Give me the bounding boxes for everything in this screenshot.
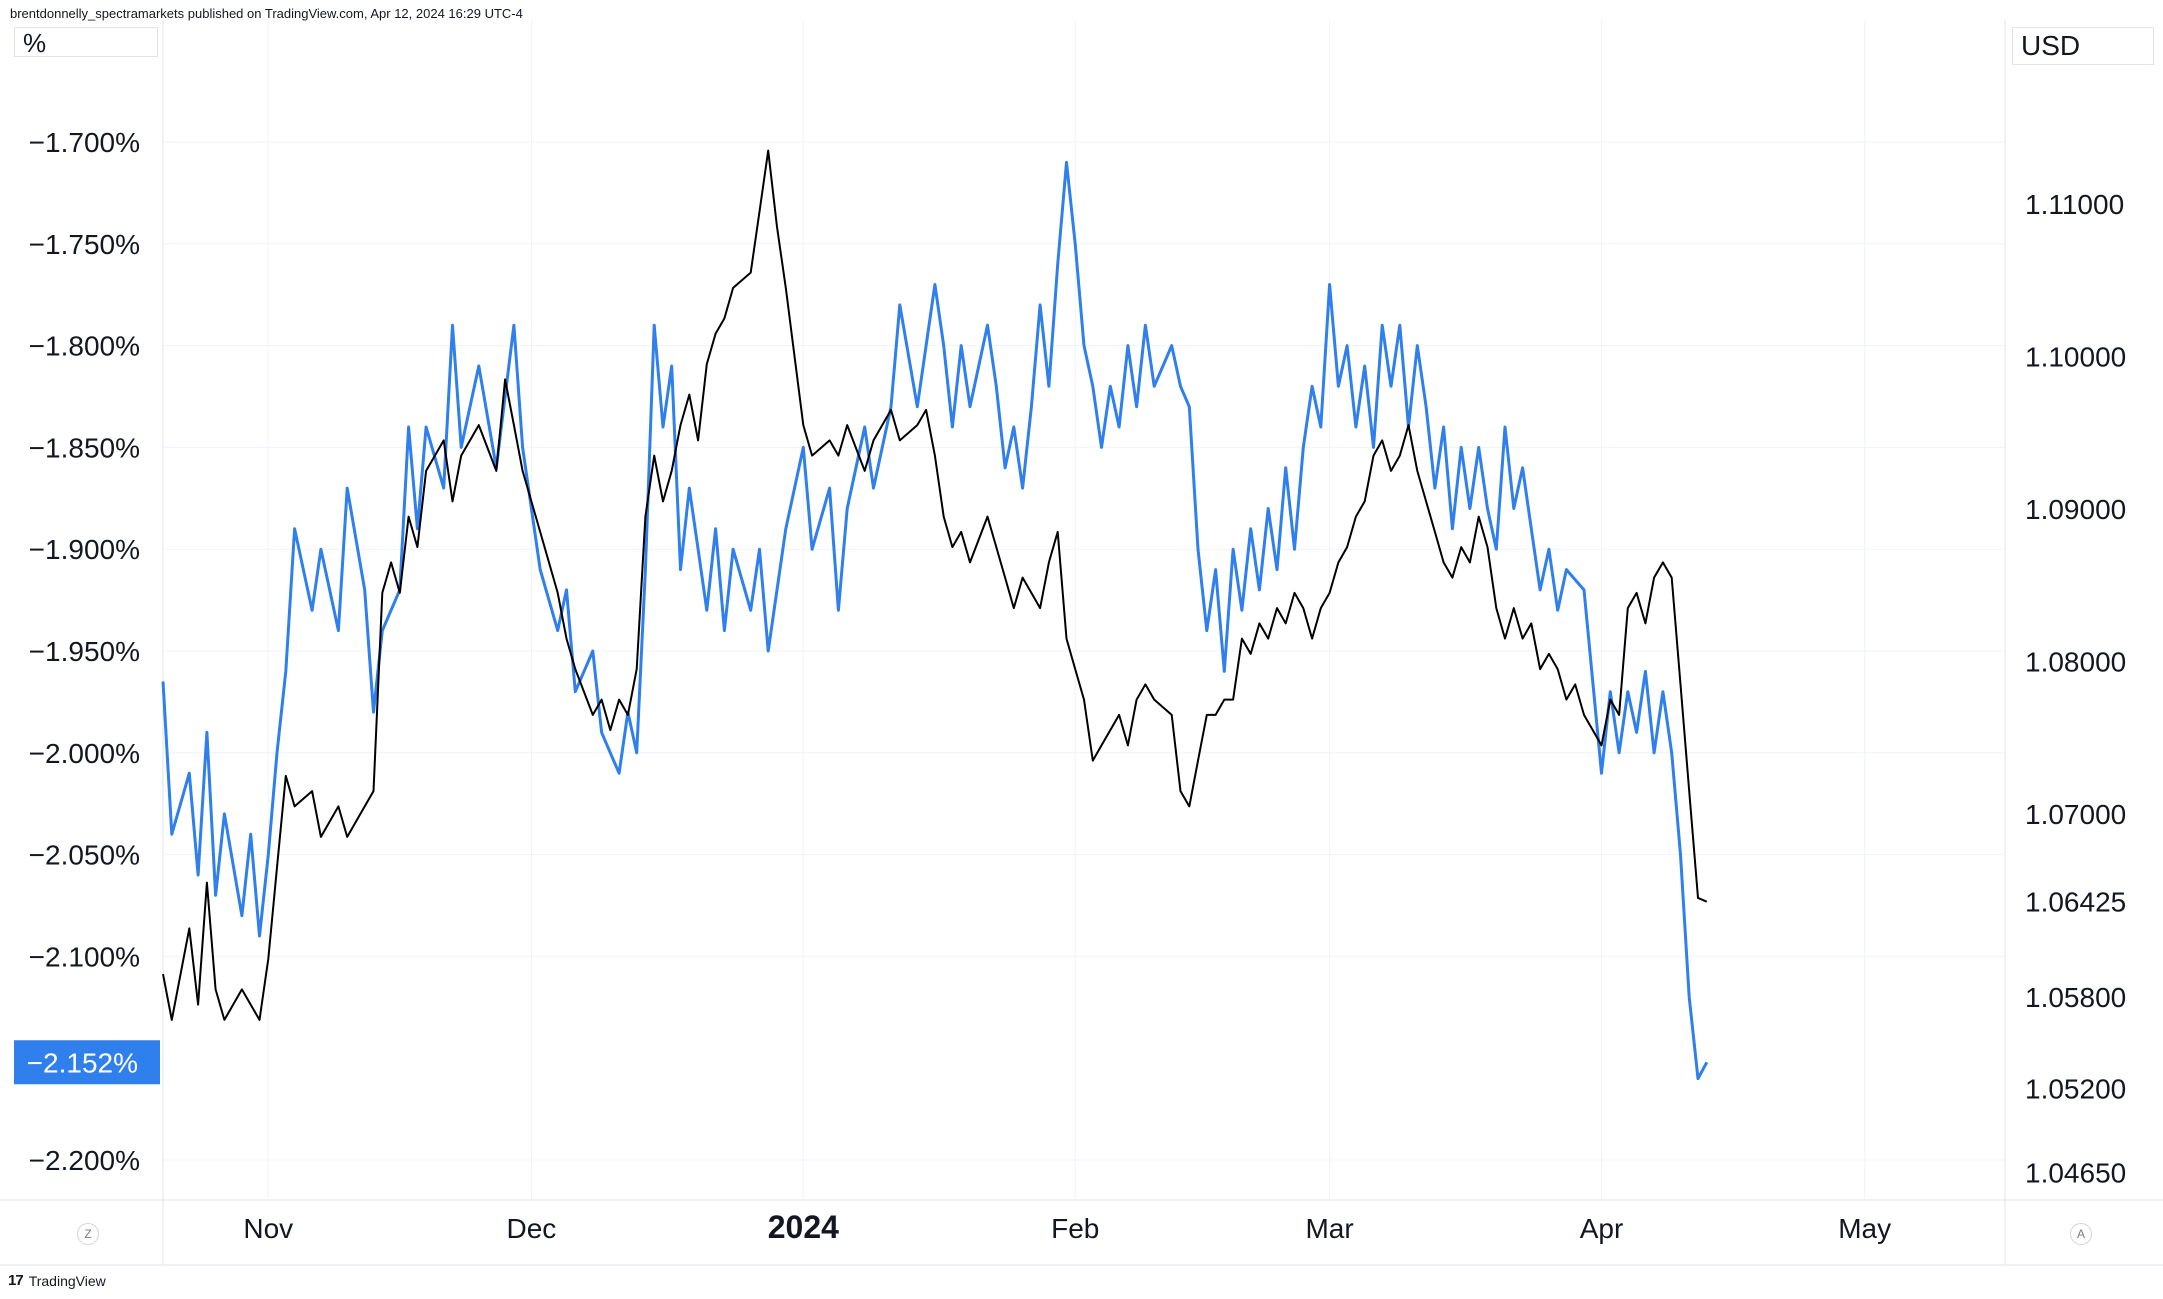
right-tick-label: 1.04650	[2025, 1157, 2126, 1188]
x-tick-label: Apr	[1580, 1213, 1624, 1244]
x-tick-label: Dec	[507, 1213, 557, 1244]
current-value-label-bg	[14, 1040, 160, 1085]
right-tick-label: 1.06425	[2025, 887, 2126, 918]
left-tick-label: −1.900%	[29, 534, 140, 565]
left-tick-label: −2.000%	[29, 738, 140, 769]
x-tick-label: Mar	[1305, 1213, 1353, 1244]
left-tick-label: −1.800%	[29, 331, 140, 362]
left-tick-label: −1.750%	[29, 229, 140, 260]
current-value-label: −2.152%	[27, 1047, 138, 1078]
left-tick-label: −2.100%	[29, 941, 140, 972]
x-tick-label: 2024	[768, 1209, 839, 1245]
series-line-blue	[161, 160, 1709, 1081]
x-tick-label: May	[1838, 1213, 1891, 1244]
tradingview-logo-icon: 17	[8, 1272, 24, 1289]
left-tick-label: −1.950%	[29, 636, 140, 667]
right-tick-label: 1.11000	[2025, 189, 2124, 220]
right-tick-label: 1.09000	[2025, 494, 2126, 525]
right-tick-label: 1.07000	[2025, 799, 2126, 830]
left-tick-label: −2.050%	[29, 840, 140, 871]
series-line-black	[162, 149, 1708, 1021]
left-scale-button[interactable]: Z	[77, 1223, 99, 1245]
x-tick-label: Nov	[243, 1213, 293, 1244]
left-tick-label: −2.200%	[29, 1145, 140, 1176]
right-unit-label[interactable]: USD	[2012, 27, 2154, 65]
right-tick-label: 1.10000	[2025, 342, 2126, 373]
footer: 17 TradingView	[8, 1272, 106, 1289]
right-tick-label: 1.08000	[2025, 647, 2126, 678]
right-tick-label: 1.05800	[2025, 982, 2126, 1013]
left-tick-label: −1.700%	[29, 127, 140, 158]
footer-brand: TradingView	[28, 1272, 106, 1289]
right-scale-button[interactable]: A	[2070, 1223, 2092, 1245]
left-unit-label[interactable]: %	[14, 27, 158, 58]
left-tick-label: −1.850%	[29, 432, 140, 463]
attribution-text: brentdonnelly_spectramarkets published o…	[10, 6, 523, 21]
x-tick-label: Feb	[1051, 1213, 1099, 1244]
right-tick-label: 1.05200	[2025, 1074, 2126, 1105]
